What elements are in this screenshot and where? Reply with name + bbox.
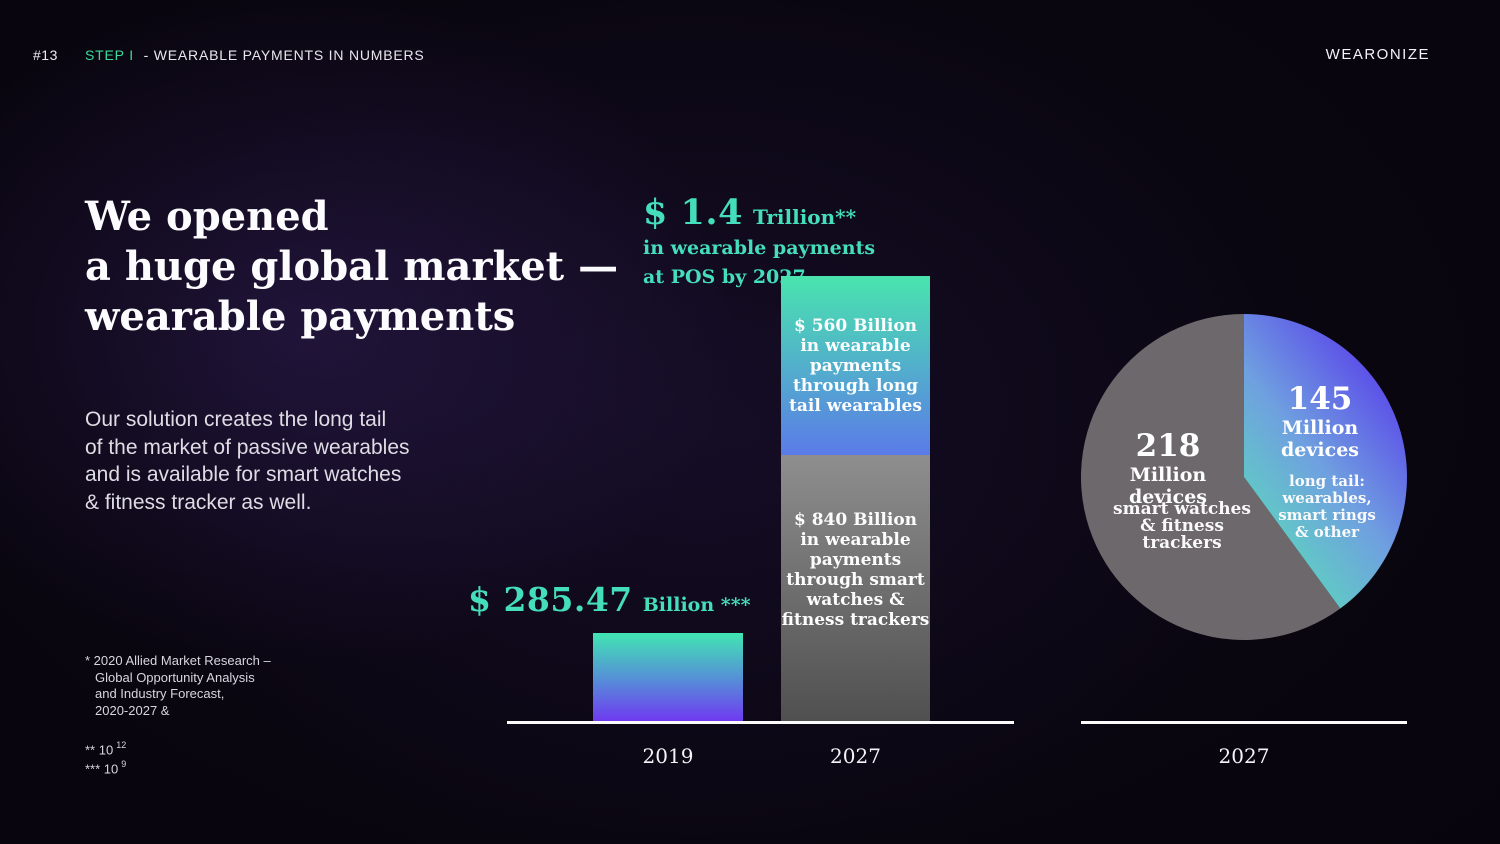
- footnote-billion-exponent: 9: [121, 759, 127, 769]
- segment-smartwatches-label: $ 840 Billion in wearable payments throu…: [781, 509, 930, 630]
- bar-2019-value: $ 285.47: [468, 580, 633, 619]
- pie-category-label-2027: 2027: [1218, 744, 1270, 768]
- step-label: STEP I: [85, 47, 134, 63]
- pie-slice-longtail: [1244, 314, 1407, 609]
- step-title: - WEARABLE PAYMENTS IN NUMBERS: [143, 47, 425, 63]
- pie-unit-longtail: Million devices: [1281, 417, 1359, 461]
- heading-line-1: We opened: [85, 193, 329, 240]
- bar-chart-title-line3: at POS by 2027: [643, 266, 806, 288]
- pie-desc-smartwatches: smart watches & fitness trackers: [1113, 499, 1251, 553]
- bar-2019: [593, 633, 743, 724]
- bar-chart-title-value: $ 1.4: [643, 192, 743, 233]
- pie-value-smartwatches: 218: [1135, 428, 1201, 464]
- pie-label-smartwatches: 218 Million devices: [1093, 430, 1243, 508]
- intro-paragraph: Our solution creates the long tail of th…: [85, 408, 410, 514]
- segment-longtail-label: $ 560 Billion in wearable payments throu…: [789, 315, 922, 416]
- page-number: #13: [33, 47, 58, 63]
- footnote-source: * 2020 Allied Market Research – Global O…: [85, 653, 271, 718]
- footnote-trillion-exponent: 12: [116, 740, 127, 750]
- bar-2019-unit: Billion ***: [642, 594, 751, 616]
- breadcrumb: STEP I - WEARABLE PAYMENTS IN NUMBERS: [85, 47, 425, 63]
- bar-chart-title-line1: $ 1.4 Trillion**: [643, 192, 875, 233]
- heading-line-2: a huge global market —: [85, 243, 619, 290]
- pie-chart: [1081, 314, 1407, 640]
- pie-chart-axis-line: [1081, 721, 1407, 724]
- footnote-trillion-text: ** 10: [85, 742, 114, 758]
- bar-chart-title-line2: in wearable payments: [643, 237, 876, 259]
- bar-chart-axis-line: [507, 721, 1014, 724]
- bar-category-label-2027: 2027: [830, 744, 881, 768]
- pie-slice-smartwatches: [1081, 314, 1341, 640]
- bar-2027-segment-longtail: $ 560 Billion in wearable payments throu…: [781, 276, 930, 455]
- footnote-trillion-definition: ** 10 12: [85, 740, 127, 758]
- footnote-billion-definition: *** 10 9: [85, 759, 127, 777]
- bar-chart-title: $ 1.4 Trillion** in wearable payments at…: [643, 192, 875, 288]
- bar-chart-title-unit: Trillion**: [752, 205, 857, 229]
- heading-line-3: wearable payments: [85, 293, 516, 340]
- pie-desc-longtail: long tail: wearables, smart rings & othe…: [1278, 472, 1376, 541]
- pie-unit-smartwatches: Million devices: [1129, 464, 1207, 508]
- bar-category-label-2019: 2019: [642, 744, 694, 768]
- pie-value-longtail: 145: [1287, 381, 1353, 417]
- pie-label-longtail: 145 Million devices: [1245, 383, 1395, 461]
- bar-plot-area: $ 560 Billion in wearable payments throu…: [507, 276, 1013, 724]
- bar-2027: $ 560 Billion in wearable payments throu…: [781, 276, 930, 724]
- bar-2019-value-label: $ 285.47 Billion ***: [468, 580, 751, 619]
- bar-2027-segment-smartwatches: $ 840 Billion in wearable payments throu…: [781, 455, 930, 724]
- footnote-billion-text: *** 10: [85, 761, 119, 777]
- brand-logo: WEARONIZE: [1325, 46, 1430, 63]
- main-heading: We opened a huge global market — wearabl…: [85, 192, 618, 342]
